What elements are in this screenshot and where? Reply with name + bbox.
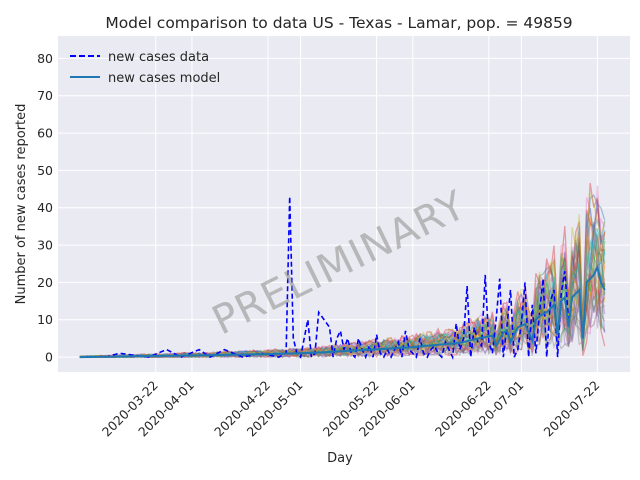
plot-area: [58, 36, 630, 372]
ensemble-run-line: [79, 207, 606, 358]
legend: new cases data new cases model: [70, 50, 220, 86]
y-tick-label: 70: [37, 88, 53, 103]
y-tick-label: 30: [37, 238, 53, 253]
y-tick-label: 40: [37, 200, 53, 215]
ensemble-run-line: [79, 287, 606, 359]
ensemble-run-line: [79, 228, 606, 358]
legend-label-model: new cases model: [108, 71, 220, 86]
y-tick-label: 60: [37, 126, 53, 141]
ensemble-run-line: [79, 193, 606, 358]
series-group: [79, 196, 606, 360]
y-tick-label: 20: [37, 275, 53, 290]
y-tick-label: 80: [37, 51, 53, 66]
ensemble-run-line: [79, 230, 606, 358]
chart-title: Model comparison to data US - Texas - La…: [105, 14, 572, 32]
y-tick-label: 0: [45, 350, 53, 365]
y-tick-label: 50: [37, 163, 53, 178]
ensemble-run-line: [79, 265, 606, 359]
ensemble-run-line: [79, 240, 606, 358]
series-model-line: [79, 264, 606, 359]
ensemble-run-line: [79, 290, 606, 359]
y-axis-label: Number of new cases reported: [14, 104, 29, 305]
x-axis-label: Day: [327, 451, 353, 466]
y-tick-label: 10: [37, 312, 53, 327]
ensemble-run-line: [79, 217, 606, 358]
y-axis: 0 10 20 30 40 50 60 70 80: [37, 51, 53, 365]
legend-label-data: new cases data: [108, 50, 209, 65]
ensemble-run-line: [79, 199, 606, 358]
ensemble-run-line: [79, 219, 606, 358]
series-data-line: [104, 196, 570, 360]
